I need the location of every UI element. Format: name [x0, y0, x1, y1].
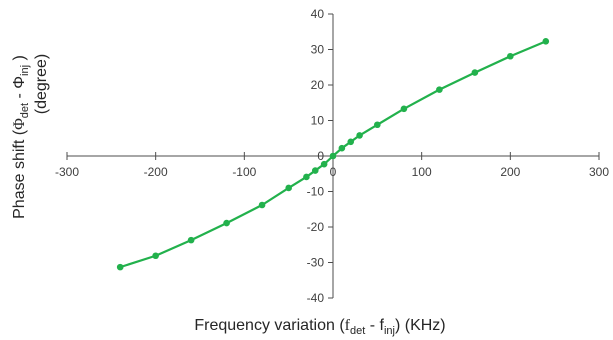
y-tick-label: 0 [317, 149, 324, 163]
data-point [471, 69, 479, 76]
x-axis-title: Frequency variation (fdet - finj) (KHz) [194, 317, 445, 337]
data-point [116, 263, 124, 271]
x-tick-label: -300 [55, 165, 79, 179]
x-axis-title-f1: f [345, 317, 351, 334]
data-point [356, 132, 363, 139]
data-point [223, 219, 230, 227]
data-point [285, 184, 292, 192]
x-axis-title-prefix: Frequency variation ( [194, 317, 345, 334]
y-tick-label: -40 [307, 291, 325, 305]
y-tick-label: -20 [307, 220, 325, 234]
y-axis-title-phi1: Φ [11, 118, 28, 130]
y-axis-title-line2: (degree) [33, 54, 50, 114]
y-tick-label: 10 [311, 114, 325, 128]
data-point [400, 105, 408, 113]
data-point [374, 121, 381, 129]
y-axis-title-suffix: ) [11, 55, 28, 65]
data-point [507, 52, 514, 60]
data-point [542, 38, 550, 45]
y-tick-label: -10 [307, 185, 325, 199]
x-tick-label: 0 [330, 165, 337, 179]
series-layer [116, 38, 550, 271]
data-point [320, 160, 328, 168]
y-tick-label: -30 [307, 256, 325, 270]
x-axis-title-mid: - f [365, 317, 384, 334]
x-tick-label: -200 [144, 165, 168, 179]
tick-labels: -300 -200 -100 0 100 200 300-40-30-20-10010203… [55, 7, 609, 305]
data-point [311, 167, 319, 174]
data-point [152, 252, 159, 260]
data-point [436, 86, 443, 93]
y-axis-title-line1: Phase shift (Φdet - Φinj ) [11, 55, 31, 219]
data-point [187, 236, 195, 244]
y-axis-title-prefix: Phase shift ( [11, 129, 28, 219]
data-point [347, 138, 355, 146]
data-point [303, 173, 310, 181]
y-tick-label: 40 [311, 7, 325, 21]
x-axis-title-sub1: det [350, 325, 365, 337]
y-axis-title-sub1: det [19, 103, 31, 118]
y-axis-title-sub2: inj [19, 65, 31, 76]
x-tick-label: 100 [412, 165, 432, 179]
data-point [338, 144, 346, 152]
x-tick-label: 200 [500, 165, 520, 179]
y-tick-label: 20 [311, 78, 325, 92]
y-axis-title-mid: - Φ [11, 76, 28, 103]
x-tick-label: -100 [232, 165, 256, 179]
data-point [258, 201, 266, 209]
x-axis-title-suffix: ) (KHz) [395, 317, 446, 334]
y-tick-label: 30 [311, 43, 325, 57]
x-axis-title-sub2: inj [384, 325, 395, 337]
data-point [329, 152, 337, 160]
x-tick-label: 300 [589, 165, 609, 179]
